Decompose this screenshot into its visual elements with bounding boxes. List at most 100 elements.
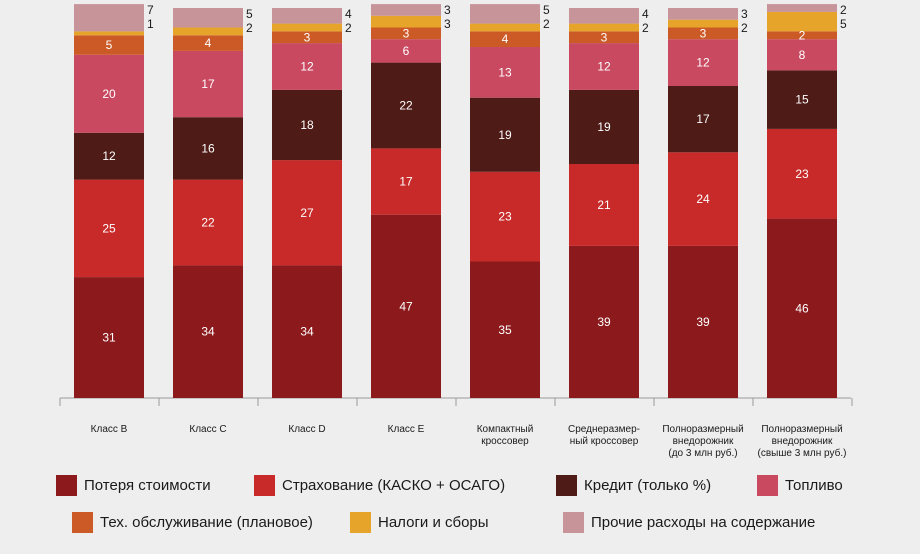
bar-segment xyxy=(272,8,342,24)
data-label: 20 xyxy=(102,87,116,101)
data-label: 3 xyxy=(601,30,608,44)
bar-segment xyxy=(173,8,243,28)
data-label: 21 xyxy=(597,198,611,212)
x-tick-label: Компактный xyxy=(477,424,534,435)
bar-segment xyxy=(74,4,144,32)
bar-segment xyxy=(668,39,738,86)
data-label: 12 xyxy=(102,149,116,163)
data-label: 2 xyxy=(642,21,649,35)
data-label: 19 xyxy=(498,128,512,142)
data-label: 2 xyxy=(840,3,847,17)
data-label: 12 xyxy=(300,60,314,74)
data-label: 2 xyxy=(345,21,352,35)
data-label: 3 xyxy=(741,7,748,21)
data-label: 3 xyxy=(700,26,707,40)
bar-segment xyxy=(470,47,540,98)
data-label: 13 xyxy=(498,65,512,79)
bar-segment xyxy=(569,89,639,164)
data-label: 23 xyxy=(498,210,512,224)
bar-segment xyxy=(470,171,540,262)
bar-segment xyxy=(173,117,243,180)
bar-segment xyxy=(272,43,342,90)
data-label: 6 xyxy=(403,44,410,58)
bar-segment xyxy=(74,132,144,180)
data-label: 25 xyxy=(102,221,116,235)
bar-segment xyxy=(371,39,441,63)
data-label: 34 xyxy=(201,325,215,339)
x-tick-label: Класс B xyxy=(91,424,128,435)
data-label: 17 xyxy=(696,112,710,126)
bar-segment xyxy=(470,4,540,24)
data-label: 3 xyxy=(444,17,451,31)
bar-segment xyxy=(470,97,540,172)
bar-segment xyxy=(668,19,738,28)
x-tick-label: внедорожник xyxy=(772,436,833,447)
data-label: 3 xyxy=(444,3,451,17)
data-label: 35 xyxy=(498,323,512,337)
bar-segment xyxy=(74,277,144,398)
bar-segment xyxy=(668,152,738,246)
data-label: 22 xyxy=(201,216,215,230)
bar-segment xyxy=(470,31,540,47)
data-label: 23 xyxy=(795,167,809,181)
bar-segment xyxy=(767,11,837,32)
data-label: 19 xyxy=(597,120,611,134)
bar-segment xyxy=(74,31,144,36)
bar-segment xyxy=(767,218,837,398)
data-label: 15 xyxy=(795,93,809,107)
bar-segment xyxy=(371,15,441,28)
data-label: 24 xyxy=(696,192,710,206)
data-label: 5 xyxy=(543,3,550,17)
data-label: 31 xyxy=(102,331,116,345)
data-label: 16 xyxy=(201,141,215,155)
bar-segment xyxy=(272,160,342,266)
data-label: 47 xyxy=(399,299,413,313)
bar-segment xyxy=(668,8,738,20)
bar-segment xyxy=(272,89,342,161)
x-tick-label: кроссовер xyxy=(481,436,529,447)
bar-segment xyxy=(767,70,837,129)
bar-segment xyxy=(569,43,639,90)
x-tick-label: Класс C xyxy=(189,424,226,435)
data-label: 27 xyxy=(300,206,314,220)
bar-segment xyxy=(767,128,837,219)
bar-segment xyxy=(569,31,639,44)
data-label: 12 xyxy=(696,56,710,70)
bar-segment xyxy=(272,23,342,32)
x-tick-label: Класс E xyxy=(388,424,425,435)
data-label: 22 xyxy=(399,99,413,113)
x-tick-label: Полноразмерный xyxy=(761,424,842,435)
bar-segment xyxy=(569,8,639,24)
data-label: 4 xyxy=(502,32,509,46)
bar-segment xyxy=(173,27,243,36)
data-label: 17 xyxy=(399,175,413,189)
bar-segment xyxy=(173,50,243,118)
x-tick-label: Полноразмерный xyxy=(662,424,743,435)
data-label: 39 xyxy=(597,315,611,329)
data-label: 2 xyxy=(543,17,550,31)
data-label: 5 xyxy=(106,38,113,52)
data-label: 39 xyxy=(696,315,710,329)
data-label: 2 xyxy=(246,21,253,35)
data-label: 8 xyxy=(799,48,806,62)
data-label: 5 xyxy=(246,7,253,21)
data-label: 5 xyxy=(840,17,847,31)
bar-segment xyxy=(74,179,144,278)
bar-segment xyxy=(272,31,342,44)
x-tick-label: (свыше 3 млн руб.) xyxy=(758,447,847,459)
x-tick-label: (до 3 млн руб.) xyxy=(668,447,737,459)
data-label: 4 xyxy=(205,36,212,50)
bar-segment xyxy=(767,4,837,12)
data-label: 4 xyxy=(345,7,352,21)
data-label: 4 xyxy=(642,7,649,21)
bar-segment xyxy=(569,164,639,246)
x-tick-label: Среднеразмер- xyxy=(568,424,640,435)
data-label: 2 xyxy=(799,28,806,42)
bar-segment xyxy=(371,214,441,398)
data-label: 46 xyxy=(795,301,809,315)
bar-segment xyxy=(470,261,540,398)
bar-segment xyxy=(371,148,441,215)
bar-segment xyxy=(668,27,738,40)
